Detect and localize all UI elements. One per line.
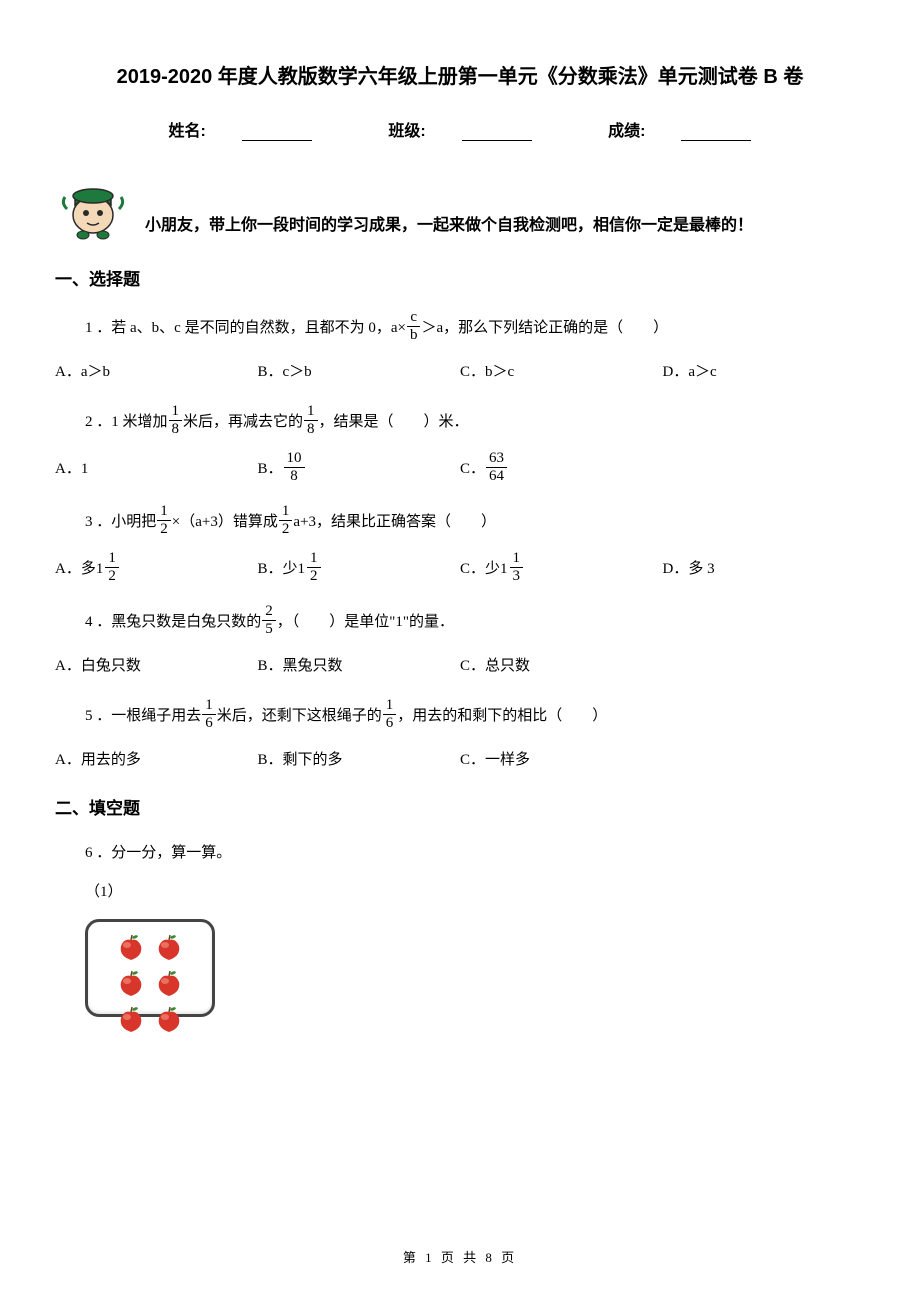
question-2: 2 ．1 米增加18米后，再减去它的18，结果是（ ）米．	[55, 406, 865, 439]
name-label: 姓名:	[151, 123, 330, 140]
q1-option-d: D．a＞c	[663, 359, 866, 386]
q1-option-c: C．b＞c	[460, 359, 663, 386]
q5-option-b: B．剩下的多	[258, 747, 461, 774]
q5-options: A．用去的多 B．剩下的多 C．一样多	[55, 747, 865, 774]
q4-option-b: B．黑兔只数	[258, 653, 461, 680]
score-label: 成绩:	[590, 123, 769, 140]
q2-option-a: A．1	[55, 453, 258, 486]
page-title: 2019-2020 年度人教版数学六年级上册第一单元《分数乘法》单元测试卷 B …	[55, 60, 865, 89]
q1-options: A．a＞b B．c＞b C．b＞c D．a＞c	[55, 359, 865, 386]
q1-option-b: B．c＞b	[258, 359, 461, 386]
q2-option-b: B．108	[258, 453, 461, 486]
q3-options: A．多112 B．少112 C．少113 D．多 3	[55, 553, 865, 586]
q4-option-c: C．总只数	[460, 653, 663, 680]
apple-icon	[114, 1002, 148, 1036]
mascot-row: 小朋友，带上你一段时间的学习成果，一起来做个自我检测吧，相信你一定是最棒的！	[55, 171, 865, 241]
q2-options: A．1 B．108 C．6364	[55, 453, 865, 486]
apple-icon	[152, 1002, 186, 1036]
q5-option-c: C．一样多	[460, 747, 663, 774]
page-footer: 第 1 页 共 8 页	[0, 1247, 920, 1266]
apple-icon	[114, 930, 148, 964]
mascot-icon	[55, 171, 131, 241]
apples-figure	[85, 919, 215, 1017]
greeting-text: 小朋友，带上你一段时间的学习成果，一起来做个自我检测吧，相信你一定是最棒的！	[145, 211, 865, 235]
question-3: 3 ．小明把12×（a+3）错算成12a+3，结果比正确答案（ ）	[55, 506, 865, 539]
q3-option-b: B．少112	[258, 553, 461, 586]
apple-icon	[152, 930, 186, 964]
section-choice-heading: 一、选择题	[55, 265, 865, 290]
question-6: 6 ．分一分，算一算。	[85, 841, 865, 862]
q3-option-a: A．多112	[55, 553, 258, 586]
question-6-sub1: （1）	[85, 880, 865, 901]
question-5: 5 ．一根绳子用去16米后，还剩下这根绳子的16，用去的和剩下的相比（ ）	[55, 700, 865, 733]
class-label: 班级:	[370, 123, 549, 140]
section-fill-heading: 二、填空题	[55, 794, 865, 819]
apple-icon	[114, 966, 148, 1000]
q4-options: A．白兔只数 B．黑兔只数 C．总只数	[55, 653, 865, 680]
q3-option-d: D．多 3	[663, 553, 866, 586]
q3-option-c: C．少113	[460, 553, 663, 586]
q2-option-d-empty	[663, 453, 866, 486]
q5-option-d-empty	[663, 747, 866, 774]
q5-option-a: A．用去的多	[55, 747, 258, 774]
q4-option-a: A．白兔只数	[55, 653, 258, 680]
q2-option-c: C．6364	[460, 453, 663, 486]
q4-option-d-empty	[663, 653, 866, 680]
info-row: 姓名: 班级: 成绩:	[55, 117, 865, 141]
q1-option-a: A．a＞b	[55, 359, 258, 386]
question-1: 1 ．若 a、b、c 是不同的自然数，且都不为 0，a×cb＞a，那么下列结论正…	[55, 312, 865, 345]
question-4: 4 ．黑兔只数是白兔只数的25，（ ）是单位"1"的量．	[55, 606, 865, 639]
apple-icon	[152, 966, 186, 1000]
